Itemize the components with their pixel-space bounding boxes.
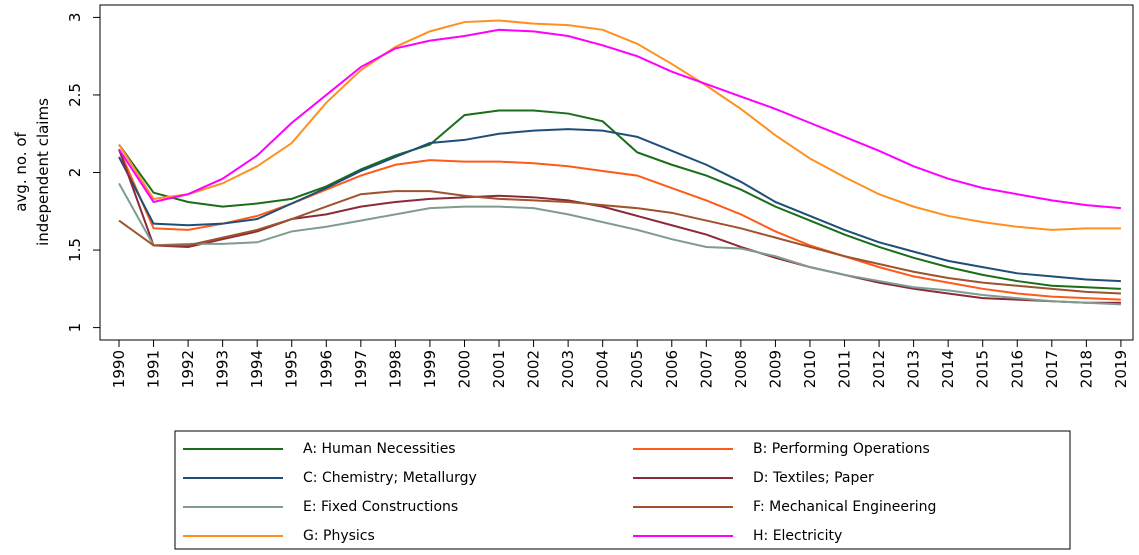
y-tick-label: 1	[66, 323, 84, 333]
x-tick-label: 2011	[836, 350, 854, 388]
x-tick-label: 1994	[248, 350, 266, 388]
x-tick-label: 1991	[145, 350, 163, 388]
legend-box	[174, 430, 1071, 550]
x-tick-label: 2000	[455, 350, 473, 388]
x-tick-label: 1996	[317, 350, 335, 388]
x-tick-label: 2004	[594, 350, 612, 388]
x-tick-label: 1993	[214, 350, 232, 388]
x-tick-label: 2001	[490, 350, 508, 388]
x-tick-label: 2008	[732, 350, 750, 388]
legend-label: A: Human Necessities	[303, 441, 456, 457]
x-tick-label: 1998	[386, 350, 404, 388]
y-tick-label: 3	[66, 13, 84, 23]
series-line	[118, 109, 1121, 290]
x-tick-label: 2009	[766, 350, 784, 388]
series-line	[118, 182, 1121, 306]
x-tick-label: 1997	[352, 350, 370, 388]
x-tick-label: 2002	[525, 350, 543, 388]
x-tick-label: 2013	[905, 350, 923, 388]
y-tick-label: 2	[66, 168, 84, 178]
x-tick-label: 2006	[663, 350, 681, 388]
y-axis-label: avg. no. of	[12, 132, 30, 212]
x-tick-label: 2007	[697, 350, 715, 388]
x-tick-label: 2012	[870, 350, 888, 388]
x-tick-label: 1995	[283, 350, 301, 388]
x-tick-label: 2017	[1043, 350, 1061, 388]
legend-label: F: Mechanical Engineering	[753, 499, 936, 515]
x-tick-label: 1992	[179, 350, 197, 388]
series-line	[118, 28, 1121, 210]
legend-label: G: Physics	[303, 528, 375, 544]
x-tick-label: 2014	[939, 350, 957, 388]
y-axis-label: independent claims	[34, 98, 52, 246]
legend-label: B: Performing Operations	[753, 441, 930, 457]
legend-label: C: Chemistry; Metallurgy	[303, 470, 477, 486]
legend-label: E: Fixed Constructions	[303, 499, 458, 515]
legend-label: D: Textiles; Paper	[753, 470, 874, 486]
x-tick-label: 2016	[1008, 350, 1026, 388]
y-tick-label: 2.5	[66, 83, 84, 107]
x-tick-label: 2003	[559, 350, 577, 388]
x-tick-label: 2018	[1077, 350, 1095, 388]
y-tick-label: 1.5	[66, 238, 84, 262]
x-tick-label: 1990	[110, 350, 128, 388]
legend-label: H: Electricity	[753, 528, 842, 544]
x-tick-label: 2010	[801, 350, 819, 388]
series-line	[118, 128, 1121, 283]
series-line	[118, 19, 1121, 231]
x-tick-label: 2019	[1112, 350, 1130, 388]
series-line	[118, 148, 1121, 301]
x-tick-label: 2015	[974, 350, 992, 388]
x-tick-label: 2005	[628, 350, 646, 388]
series-line	[118, 190, 1121, 295]
x-tick-label: 1999	[421, 350, 439, 388]
